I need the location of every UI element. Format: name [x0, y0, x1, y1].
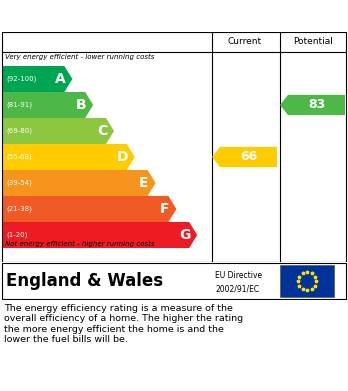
- Text: (55-68): (55-68): [6, 154, 32, 160]
- Text: (1-20): (1-20): [6, 232, 27, 238]
- Polygon shape: [2, 222, 197, 248]
- Text: A: A: [55, 72, 65, 86]
- Polygon shape: [280, 95, 345, 115]
- Text: F: F: [160, 202, 169, 216]
- Polygon shape: [2, 170, 156, 196]
- Bar: [280, 265, 334, 297]
- Text: England & Wales: England & Wales: [6, 272, 163, 290]
- Text: Potential: Potential: [293, 38, 333, 47]
- Polygon shape: [2, 196, 176, 222]
- Polygon shape: [2, 144, 135, 170]
- Text: 2002/91/EC: 2002/91/EC: [215, 284, 259, 293]
- Text: The energy efficiency rating is a measure of the
overall efficiency of a home. T: The energy efficiency rating is a measur…: [4, 304, 243, 344]
- Polygon shape: [2, 118, 114, 144]
- Text: (92-100): (92-100): [6, 76, 37, 82]
- Text: 83: 83: [308, 99, 326, 111]
- Text: EU Directive: EU Directive: [215, 271, 262, 280]
- Text: E: E: [139, 176, 149, 190]
- Text: Very energy efficient - lower running costs: Very energy efficient - lower running co…: [5, 54, 155, 60]
- Polygon shape: [2, 92, 93, 118]
- Text: Not energy efficient - higher running costs: Not energy efficient - higher running co…: [5, 241, 155, 247]
- Text: (21-38): (21-38): [6, 206, 32, 212]
- Text: Energy Efficiency Rating: Energy Efficiency Rating: [5, 9, 215, 23]
- Text: (81-91): (81-91): [6, 102, 32, 108]
- Text: (69-80): (69-80): [6, 128, 32, 134]
- Text: (39-54): (39-54): [6, 180, 32, 186]
- Polygon shape: [2, 66, 72, 92]
- Text: D: D: [116, 150, 128, 164]
- Text: B: B: [76, 98, 86, 112]
- Text: Current: Current: [228, 38, 262, 47]
- Polygon shape: [212, 147, 277, 167]
- Text: G: G: [179, 228, 190, 242]
- Text: 66: 66: [240, 151, 258, 163]
- Text: C: C: [97, 124, 107, 138]
